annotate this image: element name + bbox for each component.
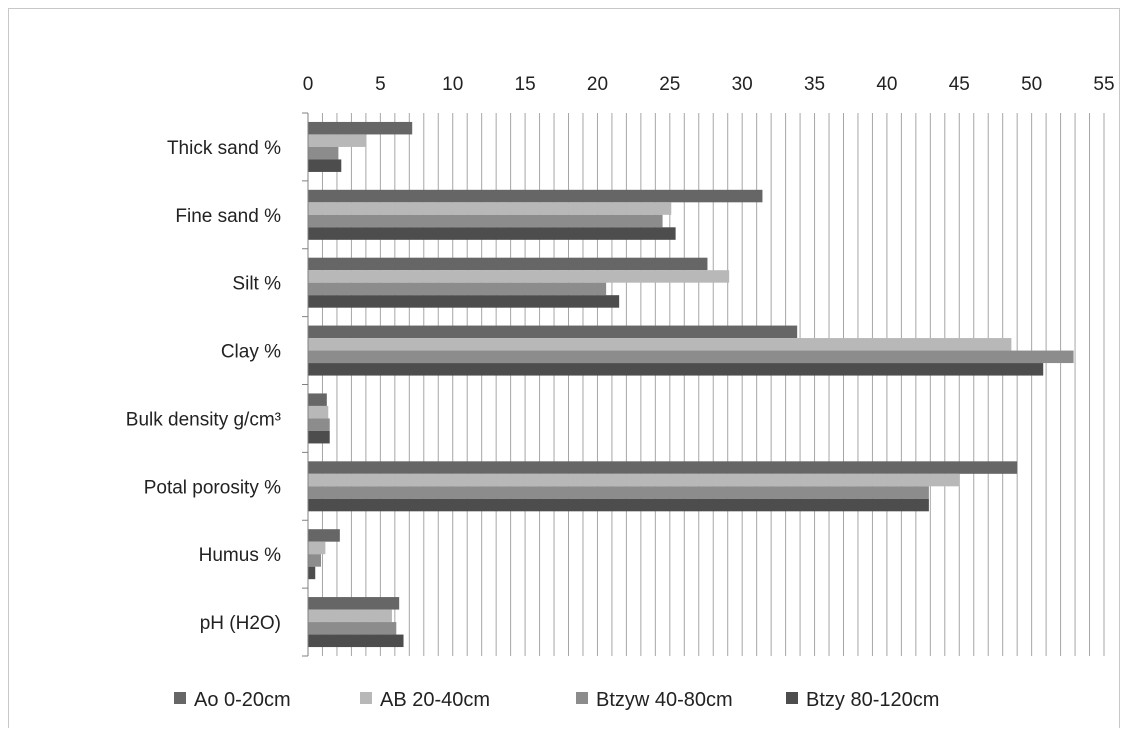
bar: [308, 566, 316, 580]
bar: [308, 634, 404, 648]
bar: [308, 597, 400, 610]
x-tick-labels: 0 5 10 15 20 25 30 35 40 45 50 55: [303, 74, 1115, 95]
legend-entry: Ao 0-20cm: [194, 689, 291, 711]
chart-frame: 0 5 10 15 20 25 30 35 40 45 50 55 Thick sand % Fine …: [8, 8, 1120, 728]
bar: [308, 189, 763, 203]
bar: [308, 393, 327, 406]
legend-entry: Btzy 80-120cm: [806, 689, 939, 711]
legend-swatch: [576, 692, 588, 704]
category-label: Silt %: [232, 274, 281, 295]
bar: [308, 363, 1044, 376]
legend-entry: AB 20-40cm: [380, 689, 490, 711]
x-tick-label: 55: [1093, 74, 1114, 95]
category-label: Potal porosity %: [144, 477, 281, 498]
bar: [308, 461, 1018, 474]
category-label: Fine sand %: [175, 206, 281, 227]
bar: [308, 554, 322, 567]
bar: [308, 146, 339, 160]
legend: Ao 0-20cm AB 20-40cm Btzyw 40-80cm Btzy 80-…: [174, 689, 939, 711]
legend-swatch: [786, 692, 798, 704]
bar: [308, 418, 330, 431]
x-tick-label: 50: [1021, 74, 1042, 95]
axes: [302, 112, 309, 657]
bar: [308, 214, 663, 228]
bar: [308, 159, 342, 172]
bars: [308, 121, 1074, 648]
category-label: Thick sand %: [167, 138, 281, 159]
category-label: Clay %: [221, 342, 281, 363]
bar-chart: 0 5 10 15 20 25 30 35 40 45 50 55 Thick sand % Fine …: [126, 74, 1115, 711]
category-label: Bulk density g/cm³: [126, 409, 281, 430]
x-tick-label: 30: [732, 74, 753, 95]
category-label: pH (H2O): [200, 613, 281, 634]
bar: [308, 622, 397, 635]
x-tick-label: 5: [375, 74, 386, 95]
bar: [308, 350, 1074, 364]
bar: [308, 270, 730, 283]
bar: [308, 430, 330, 444]
x-tick-label: 35: [804, 74, 825, 95]
x-tick-label: 15: [515, 74, 536, 95]
bar: [308, 202, 672, 215]
bar: [308, 121, 413, 135]
bar: [308, 529, 340, 542]
bar: [308, 405, 329, 419]
x-tick-label: 40: [876, 74, 897, 95]
bar: [308, 134, 366, 147]
bar: [308, 295, 620, 308]
bar: [308, 473, 960, 487]
category-label: Humus %: [199, 545, 281, 566]
x-tick-label: 45: [949, 74, 970, 95]
bar: [308, 325, 798, 339]
bar: [308, 609, 392, 623]
x-tick-label: 10: [442, 74, 463, 95]
x-tick-label: 25: [659, 74, 680, 95]
bar: [308, 541, 326, 555]
legend-entry: Btzyw 40-80cm: [596, 689, 733, 711]
bar: [308, 227, 676, 240]
legend-swatch: [360, 692, 372, 704]
category-labels: Thick sand % Fine sand % Silt % Clay % Bulk …: [126, 138, 281, 634]
bar: [308, 498, 929, 512]
legend-swatch: [174, 692, 186, 704]
x-tick-label: 0: [303, 74, 314, 95]
bar: [308, 486, 929, 499]
bar: [308, 257, 708, 271]
bar: [308, 282, 607, 296]
x-tick-label: 20: [587, 74, 608, 95]
bar: [308, 338, 1012, 351]
